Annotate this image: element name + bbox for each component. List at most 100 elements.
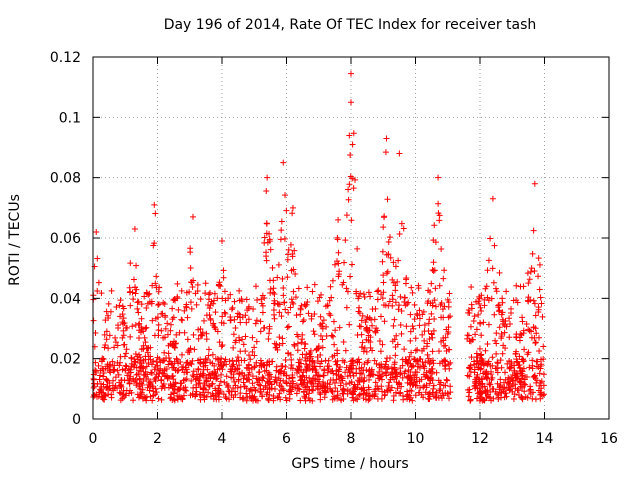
data-point <box>485 358 492 365</box>
data-point <box>400 225 407 232</box>
data-point <box>200 372 207 379</box>
data-point <box>354 245 361 252</box>
data-point <box>411 316 418 323</box>
data-point <box>240 341 247 348</box>
data-point <box>337 382 344 389</box>
data-point <box>158 310 165 317</box>
data-point <box>474 390 481 397</box>
data-point <box>349 357 356 364</box>
y-tick-label: 0.04 <box>50 291 81 307</box>
data-point <box>473 326 480 333</box>
data-point <box>527 268 534 275</box>
data-point <box>429 266 436 273</box>
data-point <box>399 362 406 369</box>
data-point <box>378 364 385 371</box>
data-point <box>144 300 151 307</box>
data-point <box>300 316 307 323</box>
data-point <box>143 375 150 382</box>
data-point <box>349 357 356 364</box>
data-point <box>447 313 454 320</box>
data-point <box>355 392 362 399</box>
data-point <box>126 380 133 387</box>
data-point <box>404 373 411 380</box>
data-point <box>120 327 127 334</box>
data-point <box>214 328 221 335</box>
data-point <box>330 333 337 340</box>
data-point <box>265 330 272 337</box>
data-point <box>384 355 391 362</box>
data-point <box>395 257 402 264</box>
data-point <box>253 375 260 382</box>
data-point <box>172 366 179 373</box>
data-point <box>167 395 174 402</box>
data-point <box>330 393 337 400</box>
data-point <box>506 315 513 322</box>
data-point <box>354 396 361 403</box>
data-point <box>187 264 194 271</box>
data-point <box>519 368 526 375</box>
data-point <box>485 321 492 328</box>
data-point <box>205 346 212 353</box>
data-point <box>412 335 419 342</box>
data-point <box>105 386 112 393</box>
data-point <box>100 373 107 380</box>
data-point <box>394 385 401 392</box>
data-point <box>305 390 312 397</box>
data-point <box>193 301 200 308</box>
y-tick-label: 0.1 <box>59 110 81 126</box>
data-point <box>104 383 111 390</box>
data-point <box>349 394 356 401</box>
data-point <box>215 282 222 289</box>
data-point <box>532 375 539 382</box>
data-point <box>355 295 362 302</box>
x-tick-label: 16 <box>600 431 618 447</box>
data-point <box>202 359 209 366</box>
data-point <box>155 332 162 339</box>
data-point <box>160 334 167 341</box>
data-point <box>429 357 436 364</box>
data-point <box>388 365 395 372</box>
data-point <box>511 391 518 398</box>
data-point <box>221 358 228 365</box>
data-point <box>214 355 221 362</box>
data-point <box>294 340 301 347</box>
data-point <box>396 390 403 397</box>
data-point <box>224 384 231 391</box>
data-point <box>281 368 288 375</box>
data-point <box>300 381 307 388</box>
data-point <box>273 341 280 348</box>
data-point <box>409 289 416 296</box>
data-point <box>262 382 269 389</box>
data-point <box>538 391 545 398</box>
data-point <box>147 381 154 388</box>
x-tick-label: 12 <box>471 431 489 447</box>
data-point <box>491 242 498 249</box>
data-point <box>464 332 471 339</box>
data-point <box>483 375 490 382</box>
data-point <box>520 380 527 387</box>
data-point <box>263 257 270 264</box>
data-point <box>410 325 417 332</box>
data-point <box>442 382 449 389</box>
data-point <box>223 361 230 368</box>
data-point <box>436 387 443 394</box>
data-point <box>271 311 278 318</box>
data-point <box>132 350 139 357</box>
data-point <box>161 373 168 380</box>
data-point <box>170 376 177 383</box>
data-point <box>425 287 432 294</box>
data-point <box>516 364 523 371</box>
data-point <box>243 397 250 404</box>
data-point <box>155 367 162 374</box>
data-point <box>522 381 529 388</box>
data-point <box>536 261 543 268</box>
data-point <box>128 360 135 367</box>
data-point <box>407 337 414 344</box>
data-point <box>135 298 142 305</box>
data-point <box>386 379 393 386</box>
data-point <box>506 334 513 341</box>
data-point <box>489 354 496 361</box>
data-point <box>322 388 329 395</box>
data-point <box>143 289 150 296</box>
data-point <box>132 322 139 329</box>
